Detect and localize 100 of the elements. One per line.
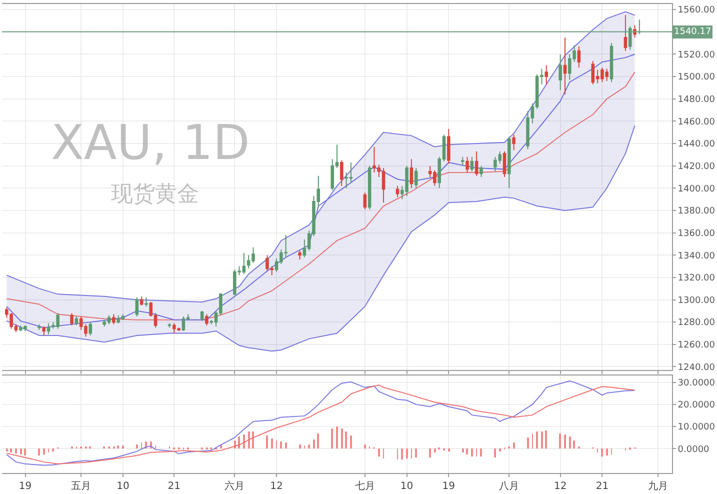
candlestick <box>38 324 41 330</box>
y-tick-label: 1500.00 <box>678 72 716 83</box>
bar <box>573 440 575 449</box>
candlestick <box>460 156 464 166</box>
bar <box>252 432 254 449</box>
y-tick-label: 1300.00 <box>678 296 716 306</box>
x-tick-label: 六月 <box>224 480 245 492</box>
bar <box>280 442 282 449</box>
candlestick <box>42 326 46 336</box>
y-tick-label: 1280.00 <box>678 318 716 328</box>
bar <box>313 440 315 449</box>
candlestick <box>363 192 367 210</box>
x-tick-label: 21 <box>168 481 181 492</box>
x-tick-label: 九月 <box>648 480 668 492</box>
y-tick-label: 20.0000 <box>678 400 716 411</box>
x-tick-label: 12 <box>270 481 283 492</box>
candlestick <box>396 185 400 198</box>
candlestick <box>610 42 614 83</box>
candlestick <box>200 310 204 322</box>
bar <box>243 434 245 449</box>
bar <box>20 448 22 455</box>
bar <box>285 442 287 449</box>
bar <box>6 448 8 452</box>
x-tick-label: 10 <box>116 481 130 492</box>
bar <box>10 448 12 453</box>
bar <box>559 434 561 449</box>
bar <box>341 428 343 449</box>
y-tick-label: 30.0000 <box>678 378 716 388</box>
bar <box>15 448 17 454</box>
candlestick <box>563 36 567 95</box>
y-tick-label: 1480.00 <box>678 95 716 106</box>
candlestick <box>466 156 469 174</box>
candlestick <box>628 26 632 50</box>
candlestick <box>340 160 344 186</box>
bar <box>406 448 408 459</box>
y-tick-label: 1240.00 <box>678 362 716 373</box>
y-tick-label: 1440.00 <box>678 140 716 150</box>
y-tick-label: 1520.00 <box>678 50 716 60</box>
bar <box>601 448 603 457</box>
y-tick-label: 1260.00 <box>678 340 716 351</box>
candlestick <box>474 150 478 176</box>
x-tick-label: 21 <box>596 481 609 492</box>
bar <box>308 444 310 449</box>
bar <box>364 444 366 449</box>
bar <box>43 448 45 455</box>
candlestick <box>470 156 474 172</box>
candlestick <box>414 168 418 189</box>
candlestick <box>140 296 144 306</box>
bar <box>536 432 538 449</box>
candlestick <box>46 322 50 335</box>
bar <box>415 448 417 458</box>
bar <box>271 438 273 449</box>
bar <box>117 446 119 449</box>
candlestick <box>544 64 548 85</box>
candlestick <box>410 158 414 189</box>
bar <box>494 448 496 458</box>
y-tick-label: 1360.00 <box>678 228 716 239</box>
bar <box>541 432 543 449</box>
ref-line-label: 1540.17 <box>674 27 712 37</box>
bar <box>527 438 529 449</box>
bar <box>122 446 124 449</box>
bar <box>545 430 547 449</box>
y-tick-label: 10.0000 <box>678 422 716 433</box>
candlestick <box>88 322 92 336</box>
bar <box>434 448 436 453</box>
x-tick-label: 五月 <box>71 481 92 492</box>
y-tick-label: 1560.00 <box>678 6 716 16</box>
x-tick-label: 八月 <box>499 481 520 492</box>
bar <box>569 436 571 449</box>
bar <box>564 434 566 449</box>
x-tick-label: 19 <box>442 481 456 492</box>
bar <box>462 448 464 453</box>
candlestick <box>368 165 372 210</box>
annotation: 现货黄金 <box>111 182 199 207</box>
candlestick <box>502 150 506 178</box>
candlestick <box>168 322 172 328</box>
y-tick-label: 1380.00 <box>678 206 716 217</box>
candlestick <box>638 19 642 35</box>
candlestick <box>624 14 628 52</box>
bar <box>317 434 319 449</box>
x-tick-label: 七月 <box>354 480 375 492</box>
bar <box>52 448 54 452</box>
bar <box>471 448 473 457</box>
candlestick <box>74 316 78 326</box>
candlestick <box>591 60 595 85</box>
bar <box>238 436 240 449</box>
x-tick-label: 19 <box>18 481 32 492</box>
bar <box>331 428 333 449</box>
candlestick <box>558 54 562 90</box>
bar <box>466 448 468 455</box>
y-tick-label: 1460.00 <box>678 117 716 128</box>
candlestick <box>577 46 581 68</box>
y-tick-label: 1340.00 <box>678 251 716 262</box>
annotation: XAU, 1D <box>51 115 250 171</box>
bar <box>24 448 26 456</box>
bar <box>401 448 403 460</box>
candlestick <box>135 297 139 317</box>
bar <box>448 448 450 452</box>
candlestick <box>298 250 302 260</box>
candlestick <box>512 134 516 151</box>
